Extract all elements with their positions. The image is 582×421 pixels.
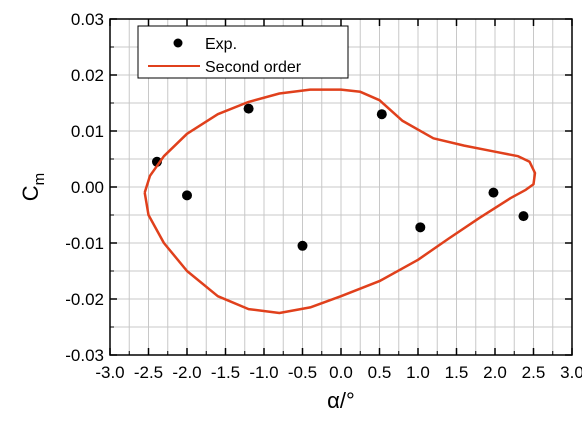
legend-marker-exp bbox=[173, 38, 183, 48]
data-point-exp bbox=[243, 103, 254, 114]
x-tick-label: 0.5 bbox=[368, 363, 392, 382]
legend-label-second-order: Second order bbox=[205, 59, 302, 76]
x-tick-label: -0.5 bbox=[288, 363, 317, 382]
y-tick-label: 0.02 bbox=[71, 66, 104, 85]
data-point-exp bbox=[415, 222, 426, 233]
x-tick-label: 1.0 bbox=[406, 363, 430, 382]
y-tick-label: -0.01 bbox=[65, 234, 104, 253]
axis-ticks bbox=[109, 18, 573, 356]
data-point-exp bbox=[297, 240, 308, 251]
y-tick-label: 0.03 bbox=[71, 10, 104, 29]
series-line-second-order bbox=[143, 88, 537, 315]
x-tick-label: -2.5 bbox=[134, 363, 163, 382]
x-axis-title: α/° bbox=[327, 388, 355, 413]
legend-box bbox=[137, 25, 349, 79]
x-tick-label: 1.5 bbox=[445, 363, 469, 382]
x-tick-label: 2.0 bbox=[483, 363, 507, 382]
x-tick-label: -1.5 bbox=[211, 363, 240, 382]
legend-label-exp: Exp. bbox=[205, 36, 237, 53]
x-tick-label: 0.0 bbox=[329, 363, 353, 382]
data-point-exp bbox=[518, 211, 529, 222]
y-tick-label: -0.02 bbox=[65, 290, 104, 309]
y-tick-label: 0.00 bbox=[71, 178, 104, 197]
data-point-exp bbox=[182, 190, 192, 201]
y-axis-title-main: C bbox=[18, 185, 43, 201]
x-tick-label: 3.0 bbox=[560, 363, 582, 382]
data-point-exp bbox=[376, 109, 387, 120]
y-tick-label: -0.03 bbox=[65, 346, 104, 365]
x-tick-label: -3.0 bbox=[95, 363, 124, 382]
y-tick-label: 0.01 bbox=[71, 122, 104, 141]
x-tick-label: 2.5 bbox=[522, 363, 546, 382]
x-tick-label: -2.0 bbox=[172, 363, 201, 382]
y-axis-title-subscript: m bbox=[31, 173, 48, 186]
legend: Exp. Second order bbox=[137, 25, 349, 79]
plot-data bbox=[143, 88, 537, 315]
y-axis-title: Cm bbox=[18, 173, 48, 201]
data-point-exp bbox=[488, 187, 499, 198]
x-tick-label: -1.0 bbox=[249, 363, 278, 382]
tick-labels: -3.0 -2.5 -2.0 -1.5 -1.0 -0.5 0.0 0.5 1.0 1.5 2.0 2… bbox=[65, 10, 582, 382]
